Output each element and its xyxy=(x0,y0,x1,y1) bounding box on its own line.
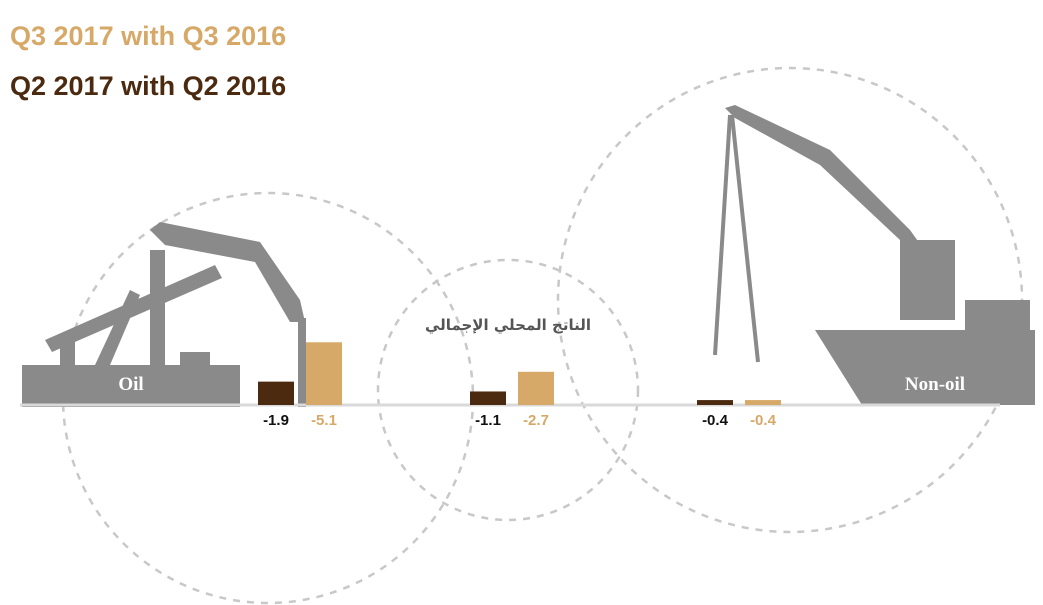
category-label: Oil xyxy=(118,374,143,395)
legend-entry: Q3 2017 with Q3 2016 xyxy=(10,21,286,51)
ship-icon xyxy=(715,105,1035,405)
value-label: -1.1 xyxy=(475,412,501,429)
category-label: Non-oil xyxy=(905,374,965,395)
bar xyxy=(697,400,733,405)
legend-entry: Q2 2017 with Q2 2016 xyxy=(10,71,286,101)
pumpjack-icon xyxy=(22,222,306,407)
bar xyxy=(745,400,781,405)
category-label: الناتج المحلي الإجمالي xyxy=(425,316,591,334)
ring xyxy=(378,260,638,520)
value-label: -5.1 xyxy=(311,412,337,429)
value-label: -0.4 xyxy=(750,412,777,429)
value-label: -1.9 xyxy=(263,412,289,429)
value-label: -2.7 xyxy=(523,412,549,429)
bar xyxy=(518,372,554,405)
bar xyxy=(306,342,342,405)
bar xyxy=(258,382,294,405)
bar xyxy=(470,391,506,405)
value-label: -0.4 xyxy=(702,412,729,429)
chart: Q3 2017 with Q3 2016 Q2 2017 with Q2 201… xyxy=(0,0,1043,605)
